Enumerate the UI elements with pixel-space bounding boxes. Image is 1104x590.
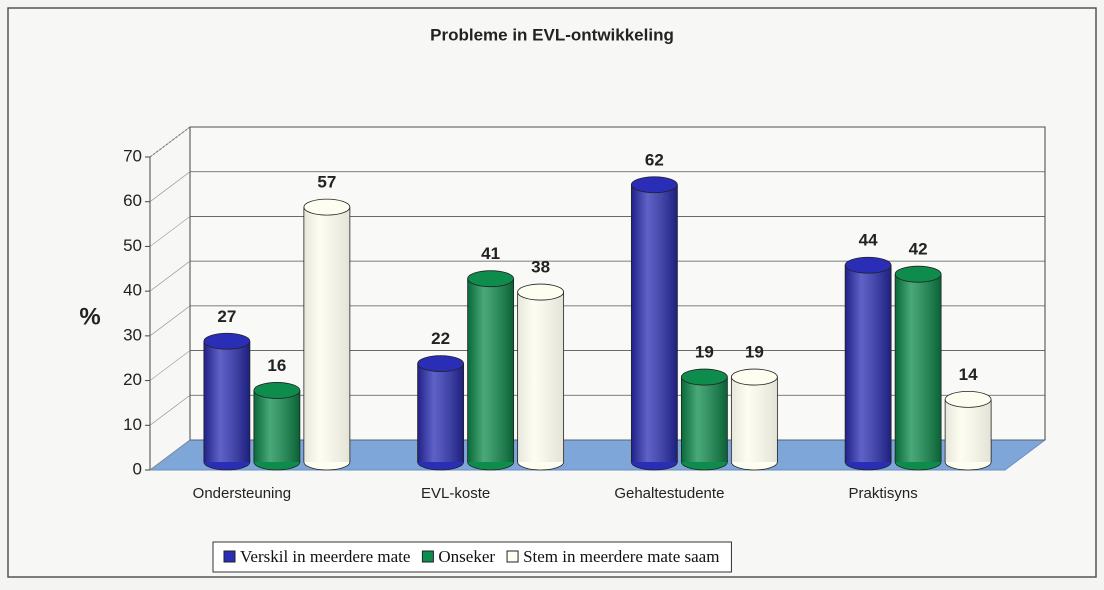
bar-top [203,332,251,350]
legend-swatch [421,550,434,563]
bar-top [944,390,992,408]
bar [944,390,992,471]
bar [517,283,565,471]
data-label: 19 [745,343,764,362]
bar [894,265,942,471]
legend-box [212,541,732,573]
bar-top [730,368,778,386]
legend-label: Stem in meerdere mate saam [523,547,719,566]
bar-shade [417,363,464,462]
bar-shade [467,278,514,462]
y-tick-label: 60 [123,191,142,210]
data-label: 42 [909,240,928,259]
grid-line-side [149,439,191,471]
data-label: 16 [267,356,286,375]
legend-label: Onseker [438,547,495,566]
bar-top [630,176,678,194]
grid-line-side [149,305,191,337]
bar-shade [681,377,728,462]
data-label: 62 [645,150,664,169]
bar [467,270,515,471]
bar-top [517,283,565,301]
bar-shade [203,341,250,462]
bar-shade [731,377,778,462]
grid-line-side [149,126,191,158]
x-tick-label: Gehaltestudente [614,485,724,502]
bar-top [253,382,301,399]
bar-top [680,368,728,386]
data-label: 22 [431,329,450,348]
data-label: 19 [695,343,714,362]
bar [730,368,778,471]
bar-shade [895,274,942,462]
grid-line-side [149,260,191,292]
data-label: 38 [531,258,550,277]
data-label: 27 [217,307,236,326]
bar-shade [631,184,678,462]
bar-top [894,265,942,283]
bar-top [467,270,515,288]
bar [253,382,301,471]
legend-label: Verskil in meerdere mate [240,547,410,566]
bar [417,355,465,471]
bar-shade [945,399,992,462]
y-axis-label: % [79,303,100,330]
bar [203,332,251,471]
y-tick-label: 30 [123,325,142,344]
bar [303,198,351,471]
bar-shade [517,292,564,462]
y-tick-label: 0 [133,459,142,478]
grid-line-side [149,395,191,426]
bar-shade [845,265,892,462]
grid-line-side [149,171,191,202]
y-tick-label: 70 [123,146,142,165]
data-label: 41 [481,244,500,263]
bar-top [303,198,351,216]
bar [844,256,892,471]
bar-top [417,355,465,373]
data-label: 14 [959,365,978,384]
data-label: 57 [317,173,336,192]
bar-shade [303,207,350,462]
x-tick-label: EVL-koste [421,485,490,502]
y-tick-label: 40 [123,281,142,300]
bar-top [844,256,892,274]
bar-shade [253,390,300,462]
chart-title: Probleme in EVL-ontwikkeling [430,25,674,44]
data-label: 44 [859,231,878,250]
grid-line-side [149,216,191,247]
x-tick-label: Praktisyns [849,485,918,502]
bar [630,176,678,471]
y-tick-label: 20 [123,370,142,389]
y-tick-label: 10 [123,415,142,434]
bar [680,368,728,471]
x-tick-label: Ondersteuning [193,485,291,502]
legend-swatch [506,550,519,563]
legend-swatch [223,550,236,563]
y-tick-label: 50 [123,236,142,255]
grid-line-side [149,350,191,381]
